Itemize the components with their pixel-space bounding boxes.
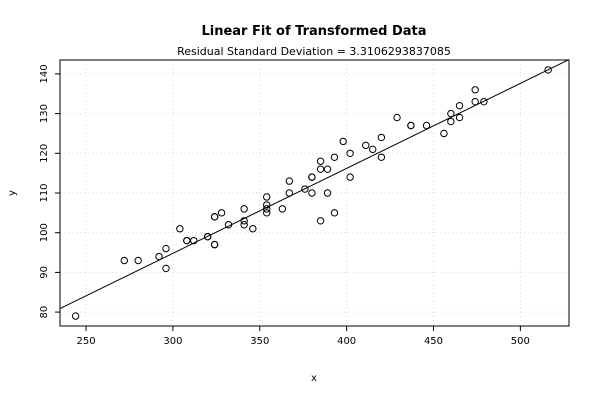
data-point xyxy=(285,189,294,197)
data-point xyxy=(544,66,552,74)
data-point xyxy=(120,256,128,265)
data-point xyxy=(210,213,219,221)
data-point xyxy=(263,201,271,209)
data-point xyxy=(422,121,431,130)
y-tick-label: 140 xyxy=(39,64,50,83)
data-point xyxy=(301,185,309,193)
data-point xyxy=(447,109,455,118)
data-point xyxy=(407,121,415,130)
data-point xyxy=(308,189,316,197)
data-point xyxy=(162,244,170,253)
x-tick-label: 350 xyxy=(250,336,269,347)
data-point xyxy=(368,145,377,154)
data-point xyxy=(240,217,248,225)
data-point xyxy=(339,137,347,146)
data-point xyxy=(346,149,354,157)
data-point xyxy=(471,86,479,94)
data-point xyxy=(316,165,325,173)
x-tick-label: 500 xyxy=(511,336,530,347)
y-tick-label: 120 xyxy=(39,144,50,163)
x-axis: 250 300 350 400 450 500 xyxy=(77,326,530,347)
y-tick-label: 130 xyxy=(39,104,50,123)
data-point xyxy=(240,221,248,229)
data-point xyxy=(217,209,226,217)
data-point xyxy=(316,217,325,225)
data-point xyxy=(362,141,370,150)
y-tick-label: 110 xyxy=(39,183,50,202)
data-point xyxy=(210,240,219,249)
x-tick-label: 450 xyxy=(424,336,443,347)
data-point xyxy=(330,153,339,161)
grid-lines xyxy=(60,60,569,326)
data-point xyxy=(323,165,332,173)
data-point xyxy=(346,173,354,181)
data-point xyxy=(263,205,271,213)
chart-subtitle: Residual Standard Deviation = 3.31062938… xyxy=(177,45,451,58)
data-point xyxy=(183,236,191,245)
data-point xyxy=(285,177,294,185)
data-point xyxy=(393,113,401,122)
y-tick-label: 90 xyxy=(39,266,50,279)
data-point xyxy=(323,189,332,197)
fit-line xyxy=(59,59,570,309)
x-axis-label: x xyxy=(311,373,317,384)
data-point xyxy=(330,209,339,217)
data-point xyxy=(155,252,163,261)
x-tick-label: 400 xyxy=(337,336,356,347)
y-axis-label: y xyxy=(7,190,18,196)
data-point xyxy=(263,193,271,201)
data-point xyxy=(224,221,233,229)
x-tick-label: 300 xyxy=(163,336,182,347)
fit-line-group xyxy=(59,59,570,309)
data-point xyxy=(263,209,271,217)
data-point xyxy=(190,236,198,245)
data-point xyxy=(455,113,464,122)
data-point xyxy=(176,225,184,233)
data-points xyxy=(71,66,552,320)
data-point xyxy=(471,97,479,106)
data-point xyxy=(162,264,170,273)
data-point xyxy=(278,205,287,213)
data-point xyxy=(447,117,455,126)
y-tick-label: 80 xyxy=(39,306,50,319)
chart-title: Linear Fit of Transformed Data xyxy=(201,24,426,39)
data-point xyxy=(377,153,386,161)
data-point xyxy=(203,232,212,241)
x-tick-label: 250 xyxy=(77,336,96,347)
data-point xyxy=(240,205,248,213)
data-point xyxy=(71,312,80,320)
data-point xyxy=(249,225,257,233)
data-point xyxy=(308,173,316,181)
y-tick-label: 100 xyxy=(39,223,50,242)
data-point xyxy=(455,101,464,110)
data-point xyxy=(134,256,142,265)
data-point xyxy=(440,129,448,138)
y-axis: 80 90 100 110 120 130 140 xyxy=(39,64,60,318)
data-point xyxy=(316,157,325,165)
data-point xyxy=(377,133,386,142)
data-point xyxy=(480,97,488,106)
